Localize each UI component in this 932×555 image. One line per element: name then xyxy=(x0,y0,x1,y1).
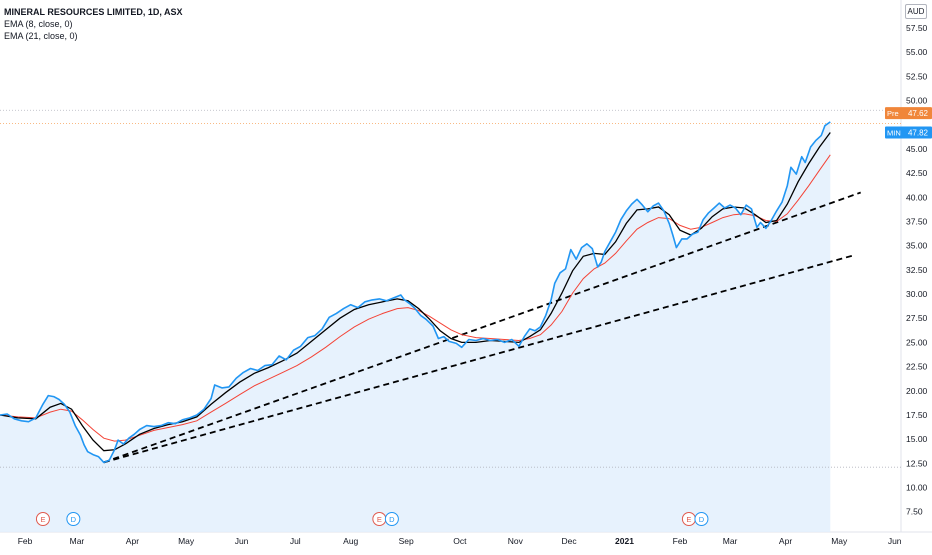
x-tick-label: 2021 xyxy=(615,536,634,546)
y-tick-label: 12.50 xyxy=(906,458,928,468)
y-tick-label: 52.50 xyxy=(906,71,928,81)
y-tick-label: 42.50 xyxy=(906,168,928,178)
y-tick-label: 22.50 xyxy=(906,362,928,372)
y-tick-label: 32.50 xyxy=(906,265,928,275)
y-tick-label: 55.00 xyxy=(906,47,928,57)
price-label-value: 47.82 xyxy=(908,129,929,138)
x-tick-label: Jul xyxy=(290,536,301,546)
y-tick-label: 27.50 xyxy=(906,313,928,323)
y-tick-label: 15.00 xyxy=(906,434,928,444)
trendline-1[interactable] xyxy=(103,191,862,464)
x-tick-label: Mar xyxy=(723,536,738,546)
dividend-marker[interactable] xyxy=(694,512,709,526)
price-label-name: Pre xyxy=(887,109,899,118)
price-label-badge[interactable] xyxy=(885,107,932,120)
indicator-ema8-label[interactable]: EMA (8, close, 0) xyxy=(4,19,73,29)
x-tick-label: Apr xyxy=(779,536,792,546)
dividend-marker-label: D xyxy=(389,515,395,524)
y-tick-label: 50.00 xyxy=(906,96,928,106)
y-tick-label: 45.00 xyxy=(906,144,928,154)
dividend-marker[interactable] xyxy=(66,512,81,526)
y-tick-label: 57.50 xyxy=(906,23,928,33)
x-tick-label: Sep xyxy=(399,536,414,546)
y-tick-label: 35.00 xyxy=(906,241,928,251)
x-tick-label: May xyxy=(831,536,848,546)
x-tick-label: Nov xyxy=(508,536,524,546)
y-tick-label: 20.00 xyxy=(906,386,928,396)
x-tick-label: May xyxy=(178,536,195,546)
x-tick-label: Feb xyxy=(673,536,688,546)
x-tick-label: Dec xyxy=(561,536,577,546)
x-tick-label: Jun xyxy=(888,536,902,546)
ema21-line[interactable] xyxy=(0,154,831,442)
price-line[interactable] xyxy=(0,121,831,464)
price-area-fill xyxy=(0,121,831,533)
earnings-marker-label: E xyxy=(377,515,382,524)
y-tick-label: 25.00 xyxy=(906,337,928,347)
x-tick-label: Jun xyxy=(235,536,249,546)
dividend-marker-label: D xyxy=(699,515,705,524)
chart-legend: MINERAL RESOURCES LIMITED, 1D, ASX EMA (… xyxy=(4,6,183,42)
x-tick-label: Mar xyxy=(70,536,85,546)
earnings-marker-label: E xyxy=(40,515,45,524)
ema8-line[interactable] xyxy=(0,132,831,452)
x-tick-label: Oct xyxy=(453,536,467,546)
indicator-ema21-label[interactable]: EMA (21, close, 0) xyxy=(4,31,78,41)
earnings-marker-label: E xyxy=(686,515,691,524)
y-tick-label: 10.00 xyxy=(906,483,928,493)
y-tick-label: 30.00 xyxy=(906,289,928,299)
y-tick-label: 7.50 xyxy=(906,507,923,517)
symbol-title: MINERAL RESOURCES LIMITED, 1D, ASX xyxy=(4,7,183,17)
y-tick-label: 37.50 xyxy=(906,217,928,227)
price-label-value: 47.62 xyxy=(908,109,929,118)
y-tick-label: 17.50 xyxy=(906,410,928,420)
price-label-badge[interactable] xyxy=(885,126,932,139)
price-label-name: MIN xyxy=(887,129,901,138)
y-tick-label: 40.00 xyxy=(906,192,928,202)
currency-badge[interactable]: AUD xyxy=(905,4,927,19)
x-tick-label: Aug xyxy=(343,536,358,546)
earnings-marker[interactable] xyxy=(35,512,50,526)
dividend-marker-label: D xyxy=(71,515,77,524)
dividend-marker[interactable] xyxy=(384,512,399,526)
x-tick-label: Apr xyxy=(126,536,139,546)
x-tick-label: Feb xyxy=(18,536,33,546)
price-axis[interactable] xyxy=(901,0,932,550)
